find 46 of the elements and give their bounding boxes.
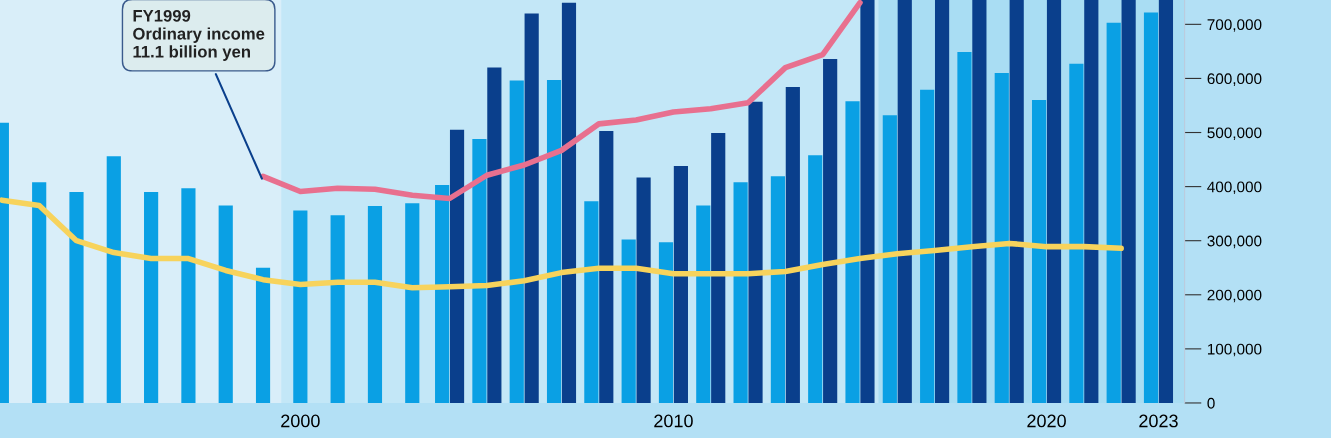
x-tick-label: 2023 — [1139, 414, 1178, 428]
bar — [897, 0, 912, 403]
bar — [785, 87, 800, 403]
x-tick-label: 2020 — [1027, 414, 1066, 428]
bar — [1143, 12, 1159, 403]
y-tick-label: 0 — [1207, 397, 1215, 409]
bar — [367, 206, 383, 403]
bar — [69, 192, 84, 403]
bar — [32, 182, 47, 403]
bar — [181, 188, 196, 403]
bar — [972, 0, 987, 403]
bar — [711, 133, 726, 403]
bar — [1031, 100, 1047, 403]
bar — [957, 51, 972, 403]
y-tick-label: 600,000 — [1207, 73, 1262, 86]
bar — [860, 0, 875, 403]
x-tick-label: 2000 — [281, 414, 320, 428]
y-tick-label: 500,000 — [1207, 127, 1262, 141]
bar — [823, 58, 838, 403]
bar — [1009, 0, 1024, 403]
bar — [845, 101, 860, 403]
y-tick-label: 200,000 — [1207, 289, 1262, 303]
bar — [748, 101, 763, 403]
bar — [218, 205, 233, 403]
bar — [293, 210, 308, 403]
bar — [255, 267, 271, 403]
bar — [808, 155, 823, 403]
annotation: FY1999 Ordinary income 11.1 billion yen — [133, 9, 265, 61]
y-tick-label: 700,000 — [1207, 19, 1262, 32]
bar — [106, 156, 121, 403]
bar — [994, 73, 1009, 403]
y-tick-label: 100,000 — [1207, 343, 1262, 357]
x-tick-label: 2010 — [654, 414, 693, 428]
bar — [599, 130, 614, 403]
bar — [1106, 22, 1121, 403]
bar — [673, 166, 688, 403]
bar — [934, 0, 950, 403]
bar — [561, 2, 577, 403]
y-tick-label: 400,000 — [1207, 181, 1262, 195]
bar — [330, 215, 345, 403]
bar — [144, 192, 159, 403]
bar — [1069, 63, 1084, 403]
y-tick-label: 300,000 — [1207, 235, 1262, 249]
bar — [636, 177, 651, 403]
bar — [882, 115, 897, 403]
bar — [920, 89, 935, 403]
